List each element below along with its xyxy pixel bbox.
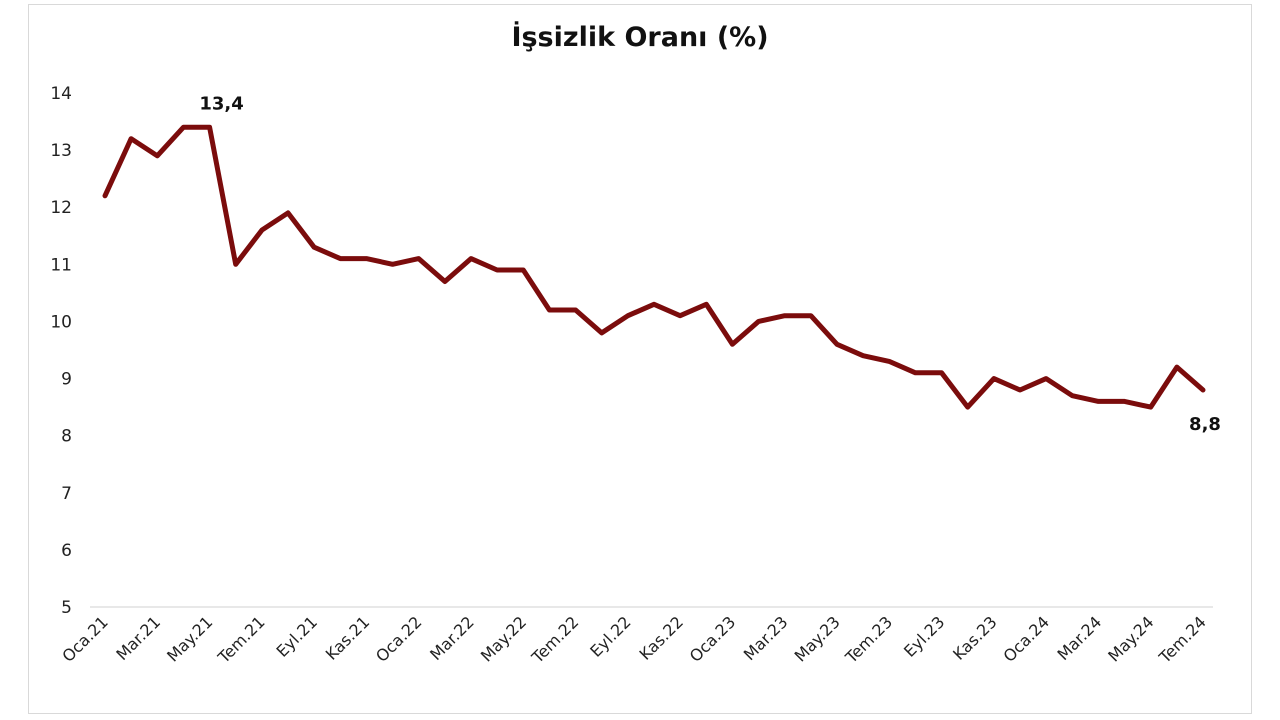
y-tick-label: 7 bbox=[61, 484, 72, 504]
chart-frame bbox=[28, 4, 1252, 714]
x-tick-label: Oca.23 bbox=[686, 612, 739, 665]
y-tick-label: 5 bbox=[61, 598, 72, 618]
x-tick-label: Eyl.22 bbox=[586, 612, 634, 660]
y-tick-label: 6 bbox=[61, 541, 72, 561]
x-tick-label: Kas.21 bbox=[322, 612, 373, 663]
x-tick-label: May.23 bbox=[791, 612, 844, 665]
y-tick-label: 8 bbox=[61, 427, 72, 447]
data-label: 13,4 bbox=[199, 93, 243, 114]
x-tick-label: Kas.23 bbox=[949, 612, 1000, 663]
series-line bbox=[102, 124, 1206, 410]
y-tick-label: 13 bbox=[50, 141, 72, 161]
x-tick-label: Tem.24 bbox=[1155, 612, 1210, 667]
x-tick-label: Mar.21 bbox=[112, 612, 164, 664]
x-tick-label: May.22 bbox=[477, 612, 530, 665]
y-tick-label: 9 bbox=[61, 370, 72, 390]
data-label: 8,8 bbox=[1189, 414, 1221, 435]
x-tick-label: Mar.22 bbox=[426, 612, 478, 664]
y-tick-label: 10 bbox=[50, 312, 72, 332]
y-tick-label: 14 bbox=[50, 84, 72, 104]
chart-title: İşsizlik Oranı (%) bbox=[511, 22, 769, 53]
x-tick-label: Oca.22 bbox=[372, 612, 425, 665]
x-tick-label: May.21 bbox=[163, 612, 216, 665]
x-tick-label: Oca.24 bbox=[999, 612, 1052, 665]
data-labels: 13,4 8,8 bbox=[199, 93, 1221, 435]
y-tick-label: 12 bbox=[50, 198, 72, 218]
x-tick-label: Tem.23 bbox=[841, 612, 896, 667]
x-tick-label: Eyl.21 bbox=[273, 612, 321, 660]
y-tick-label: 11 bbox=[50, 255, 72, 275]
x-tick-label: Tem.21 bbox=[214, 612, 269, 667]
x-tick-label: Mar.24 bbox=[1054, 612, 1106, 664]
x-tick-label: Mar.23 bbox=[740, 612, 792, 664]
x-tick-label: Eyl.23 bbox=[900, 612, 948, 660]
x-tick-label: Tem.22 bbox=[527, 612, 582, 667]
x-tick-label: Kas.22 bbox=[635, 612, 686, 663]
y-axis: 5 6 7 8 9 10 11 12 13 14 bbox=[50, 84, 72, 618]
x-tick-label: May.24 bbox=[1104, 612, 1157, 665]
series-group bbox=[102, 124, 1206, 410]
x-tick-label: Oca.21 bbox=[58, 612, 111, 665]
